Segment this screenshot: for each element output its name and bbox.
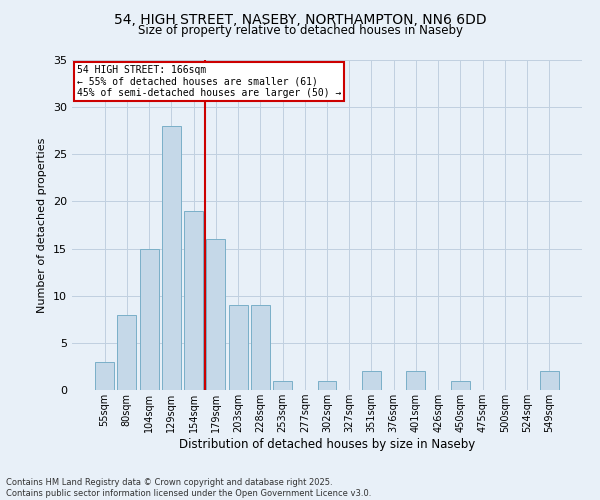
Bar: [95, 362, 114, 390]
Text: 54 HIGH STREET: 166sqm
← 55% of detached houses are smaller (61)
45% of semi-det: 54 HIGH STREET: 166sqm ← 55% of detached…: [77, 65, 341, 98]
Bar: [140, 248, 158, 390]
Bar: [406, 371, 425, 390]
Bar: [251, 305, 270, 390]
Bar: [317, 380, 337, 390]
Text: Size of property relative to detached houses in Naseby: Size of property relative to detached ho…: [137, 24, 463, 37]
Bar: [451, 380, 470, 390]
Text: Contains HM Land Registry data © Crown copyright and database right 2025.
Contai: Contains HM Land Registry data © Crown c…: [6, 478, 371, 498]
Bar: [118, 314, 136, 390]
Bar: [184, 211, 203, 390]
X-axis label: Distribution of detached houses by size in Naseby: Distribution of detached houses by size …: [179, 438, 475, 451]
Bar: [229, 305, 248, 390]
Bar: [540, 371, 559, 390]
Bar: [362, 371, 381, 390]
Text: 54, HIGH STREET, NASEBY, NORTHAMPTON, NN6 6DD: 54, HIGH STREET, NASEBY, NORTHAMPTON, NN…: [113, 12, 487, 26]
Bar: [273, 380, 292, 390]
Bar: [162, 126, 181, 390]
Y-axis label: Number of detached properties: Number of detached properties: [37, 138, 47, 312]
Bar: [206, 239, 225, 390]
